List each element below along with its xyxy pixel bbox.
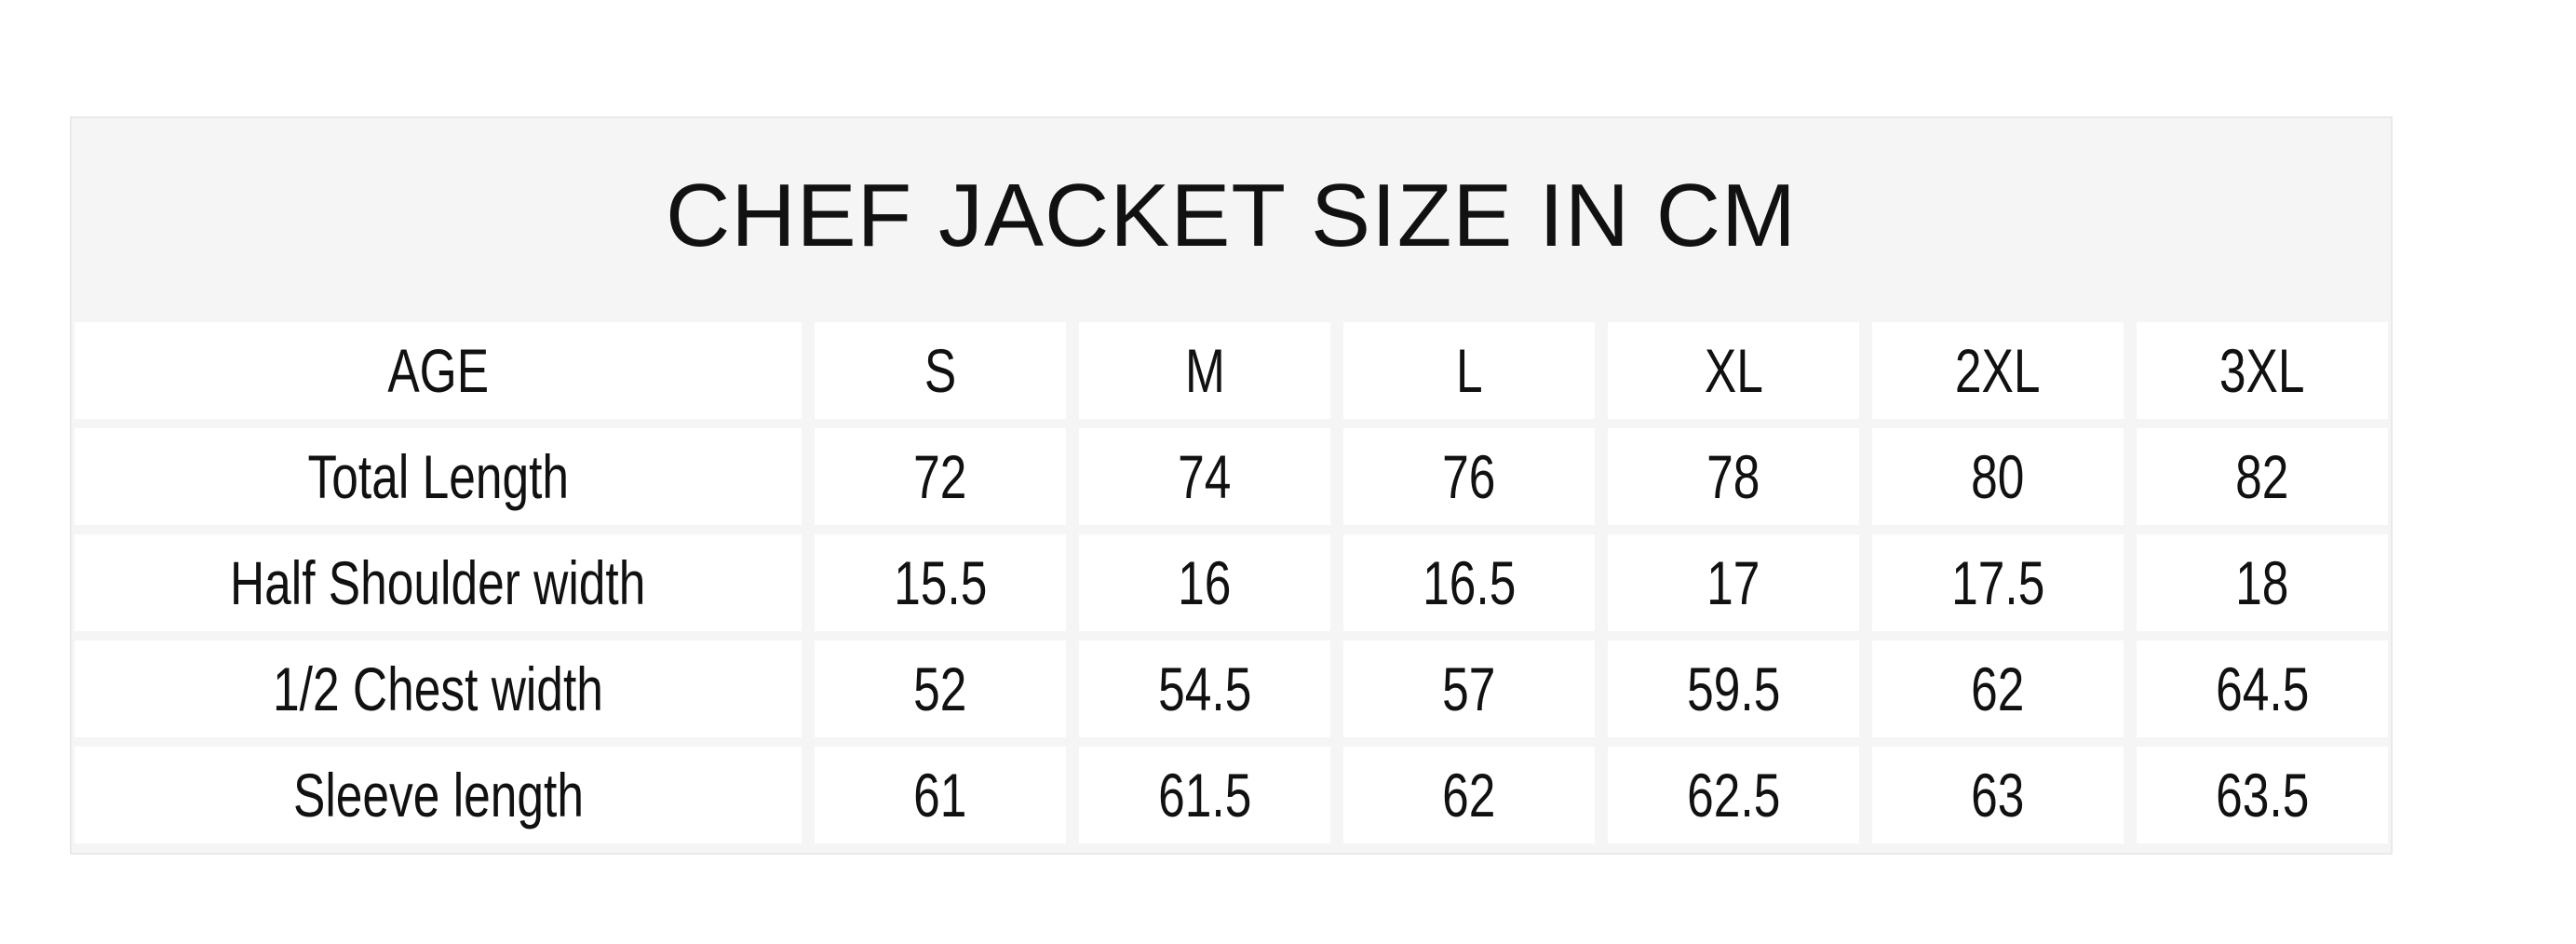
value-cell: 74: [1079, 428, 1330, 525]
value-cell: 16.5: [1343, 534, 1595, 631]
value-cell: 16: [1079, 534, 1330, 631]
value-cell: 17.5: [1872, 534, 2124, 631]
size-chart-grid: AGE S M L XL 2XL 3XL Total Length 72 74 …: [72, 322, 2391, 853]
value-cell: 61: [815, 747, 1066, 843]
value-cell: 64.5: [2137, 641, 2388, 737]
value-cell: 63: [1872, 747, 2124, 843]
size-chart-table: CHEF JACKET SIZE IN CM AGE S M L XL 2XL …: [70, 116, 2393, 855]
value-cell: 17: [1608, 534, 1859, 631]
header-cell-xl: XL: [1608, 322, 1859, 419]
header-cell-l: L: [1343, 322, 1595, 419]
value-cell: 54.5: [1079, 641, 1330, 737]
value-cell: 62: [1872, 641, 2124, 737]
value-cell: 18: [2137, 534, 2388, 631]
value-cell: 57: [1343, 641, 1595, 737]
row-label-half-shoulder-width: Half Shoulder width: [74, 534, 802, 631]
value-cell: 61.5: [1079, 747, 1330, 843]
value-cell: 72: [815, 428, 1066, 525]
header-cell-age: AGE: [74, 322, 802, 419]
value-cell: 62: [1343, 747, 1595, 843]
value-cell: 63.5: [2137, 747, 2388, 843]
header-cell-s: S: [815, 322, 1066, 419]
value-cell: 15.5: [815, 534, 1066, 631]
header-cell-3xl: 3XL: [2137, 322, 2388, 419]
value-cell: 62.5: [1608, 747, 1859, 843]
header-cell-2xl: 2XL: [1872, 322, 2124, 419]
value-cell: 78: [1608, 428, 1859, 525]
header-cell-m: M: [1079, 322, 1330, 419]
value-cell: 82: [2137, 428, 2388, 525]
value-cell: 59.5: [1608, 641, 1859, 737]
row-label-total-length: Total Length: [74, 428, 802, 525]
value-cell: 80: [1872, 428, 2124, 525]
chart-title: CHEF JACKET SIZE IN CM: [665, 165, 1797, 265]
row-label-sleeve-length: Sleeve length: [74, 747, 802, 843]
row-label-half-chest-width: 1/2 Chest width: [74, 641, 802, 737]
value-cell: 76: [1343, 428, 1595, 525]
value-cell: 52: [815, 641, 1066, 737]
